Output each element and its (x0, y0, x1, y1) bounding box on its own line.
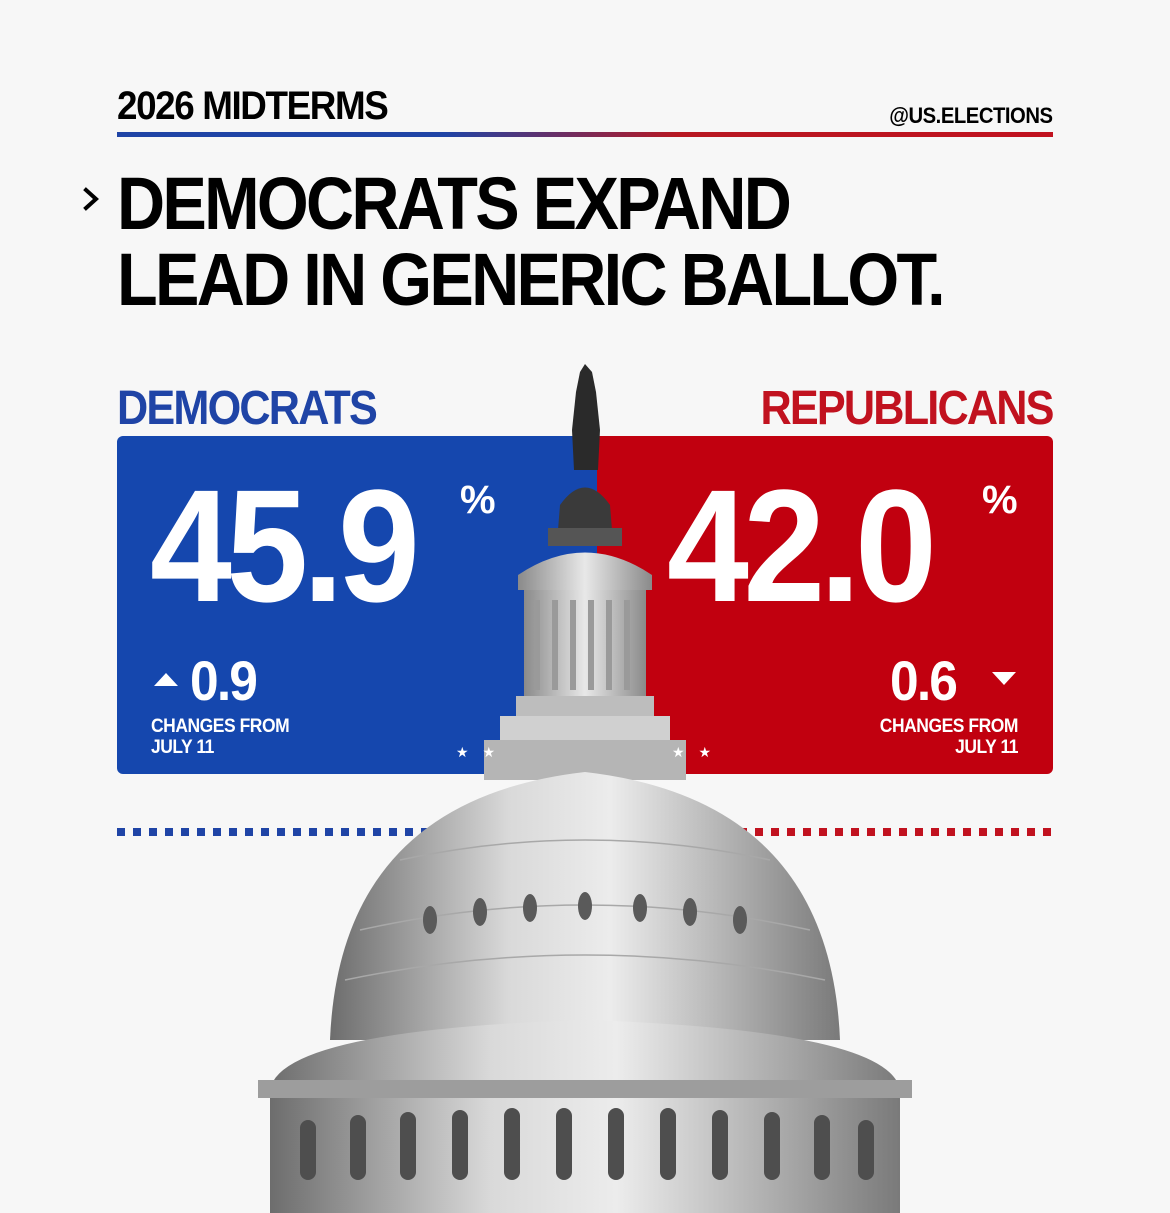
republicans-note-line-1: CHANGES FROM (879, 716, 1019, 737)
republicans-percentage: 42.0 (667, 456, 937, 635)
chevron-right-icon (83, 187, 99, 211)
democrats-percent-sign: % (460, 478, 496, 522)
republicans-label: REPUBLICANS (760, 382, 1055, 435)
republicans-change: 0.6 (890, 649, 958, 712)
headline-line-1: DEMOCRATS EXPAND (117, 162, 792, 245)
democrats-change-note: CHANGES FROM JULY 11 (151, 716, 335, 758)
triangle-down-icon (992, 672, 1016, 685)
republicans-dotted-rule (723, 828, 1053, 836)
kicker-title: 2026 MIDTERMS (117, 84, 389, 128)
republicans-percent-sign: % (982, 478, 1018, 522)
stars-left: ★★ (456, 744, 510, 760)
republicans-change-note: CHANGES FROM JULY 11 (834, 716, 1019, 758)
stars-right: ★★ (672, 744, 726, 760)
account-handle: @US.ELECTIONS (889, 103, 1054, 128)
triangle-up-icon (154, 673, 178, 686)
democrats-note-line-1: CHANGES FROM (151, 716, 290, 737)
header-divider (117, 132, 1053, 137)
democrats-note-line-2: JULY 11 (151, 737, 214, 758)
republicans-panel (597, 436, 1053, 774)
democrats-label: DEMOCRATS (117, 382, 378, 435)
democrats-change: 0.9 (190, 649, 258, 712)
democrats-percentage: 45.9 (150, 456, 420, 635)
headline-line-2: LEAD IN GENERIC BALLOT. (117, 238, 946, 321)
republicans-note-line-2: JULY 11 (955, 737, 1018, 758)
headline: DEMOCRATS EXPAND LEAD IN GENERIC BALLOT. (117, 166, 981, 318)
democrats-dotted-rule (117, 828, 447, 836)
